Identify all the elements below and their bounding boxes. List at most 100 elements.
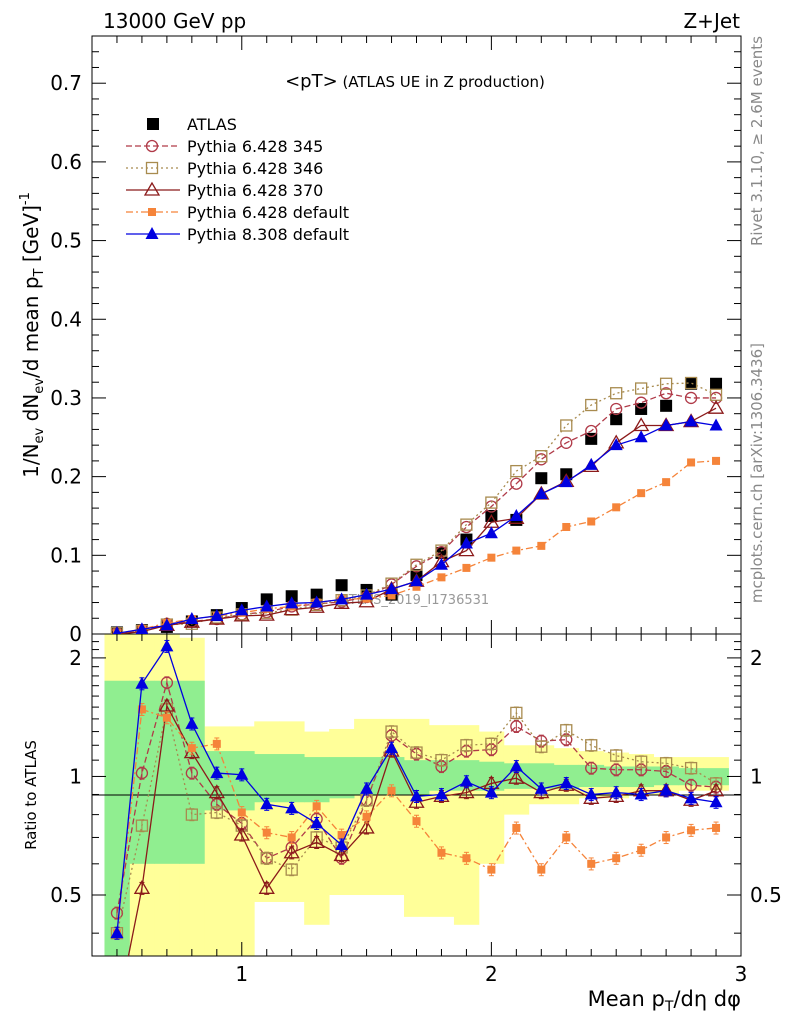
series-5-ratio-point (385, 741, 399, 754)
series-4-point (387, 591, 396, 600)
series-5-ratio-point (684, 791, 698, 804)
axes: 1 2 3 0 0.1 0.2 0.3 0.4 0.5 0.6 0.7 0.5 0.5 1 1 2 2 (50, 36, 782, 986)
series-0-point (635, 402, 648, 415)
series-5-ratio-point (210, 766, 224, 779)
legend-label: Pythia 6.428 346 (187, 159, 323, 178)
series-2-ratio-point (185, 808, 198, 821)
series-5-ratio-point (659, 783, 673, 796)
series-4-point (412, 582, 421, 591)
legend-marker (148, 208, 156, 216)
series-4-ratio-point (662, 833, 671, 842)
series-4-point (687, 458, 696, 467)
series-4-point (712, 456, 721, 465)
series-1-point (510, 477, 523, 490)
series-4-ratio-point (637, 846, 646, 855)
header-left: 13000 GeV pp (103, 9, 246, 33)
series-2-ratio-point (510, 706, 523, 720)
series-3-ratio-point (508, 769, 525, 784)
legend-marker (145, 227, 159, 239)
series-3-ratio-point (333, 847, 350, 862)
y-tick-label: 0.5 (50, 229, 82, 253)
x-tick-label: 1 (235, 962, 248, 986)
series-5-point (559, 475, 573, 488)
series-3-point (258, 606, 275, 621)
series-1-ratio-point (610, 763, 623, 776)
series-4-ratio-point (512, 823, 521, 832)
series-4-ratio-point (162, 713, 171, 722)
series-4-point (612, 503, 621, 512)
series-3-ratio-point (110, 1007, 124, 1019)
y-tick-label: 0.1 (50, 543, 82, 567)
series-1-point (659, 387, 673, 400)
series-1-point (684, 391, 698, 405)
series-5-ratio-point (260, 797, 274, 810)
series-4-ratio-point (437, 848, 446, 857)
series-3-ratio-point (458, 784, 475, 799)
series-4-point (562, 522, 571, 531)
series-5-point (112, 626, 122, 634)
series-5-point (260, 599, 274, 612)
ratio-tick-label-left: 2 (69, 646, 82, 670)
series-2-ratio-point (135, 819, 149, 832)
series-0-point (610, 413, 623, 426)
series-5-ratio-point (634, 787, 648, 800)
series-0-point (285, 590, 298, 603)
series-4-ratio-point (287, 833, 296, 842)
series-1-point (535, 453, 548, 466)
legend-marker (145, 161, 159, 175)
plot-title: <pT> (ATLAS UE in Z production) (285, 71, 545, 92)
y-tick-label: 0.2 (50, 465, 82, 489)
series-4-ratio-point (712, 823, 721, 832)
series-2-point (510, 464, 523, 478)
series-2-point (560, 419, 573, 432)
series-2-ratio-point (560, 724, 573, 737)
series-5-point (210, 608, 224, 621)
series-5-point (609, 438, 623, 451)
ratio-tick-label-right: 2 (750, 646, 763, 670)
series-5-point (584, 457, 598, 470)
series-5-ratio-point (185, 716, 199, 729)
series-5-point (335, 592, 349, 605)
series-2-ratio-point (535, 740, 548, 753)
series-0-point (660, 399, 673, 412)
series-5-ratio-point (584, 787, 598, 800)
series-4-ratio-point (587, 859, 596, 868)
series-4-ratio-point (687, 826, 696, 835)
series-5-ratio-point (509, 759, 523, 772)
series-1-ratio-point (510, 720, 523, 733)
series-4-ratio-point (237, 808, 246, 817)
series-1-ratio-point (110, 906, 124, 920)
series-4-ratio-point (537, 865, 546, 874)
series-0-point (685, 377, 698, 390)
series-2-point (585, 398, 598, 412)
series-2-ratio-point (684, 761, 698, 775)
series-2-ratio-point (285, 863, 298, 876)
series-4-point (587, 517, 596, 526)
series-4-ratio-point (337, 831, 346, 840)
ratio-tick-label-left: 1 (69, 764, 82, 788)
plot-title-main: <pT> (285, 71, 338, 92)
series-5-point (185, 612, 199, 625)
series-5-point (410, 574, 423, 587)
series-2-point (659, 377, 673, 390)
series-2-point (684, 376, 698, 390)
series-5-point (135, 622, 149, 634)
series-4-point (437, 573, 446, 582)
series-4-ratio-point (412, 817, 421, 826)
series-0-point (310, 588, 323, 601)
series-1-ratio-point (185, 766, 198, 780)
series-0-point (260, 593, 273, 606)
series-1-ratio-point (160, 676, 174, 689)
series-2-ratio-point (385, 725, 398, 738)
series-5-point (534, 486, 548, 499)
ratio-series (110, 639, 725, 1019)
legend-label: ATLAS (187, 115, 237, 134)
series-2-point (460, 518, 473, 531)
series-5-ratio-point (559, 776, 573, 789)
series-2-ratio-point (435, 754, 448, 767)
series-1-ratio-point (585, 761, 598, 775)
series-2-ratio-point (585, 739, 598, 752)
series-5-ratio-point (235, 767, 249, 780)
series-4-ratio-point (387, 786, 396, 795)
